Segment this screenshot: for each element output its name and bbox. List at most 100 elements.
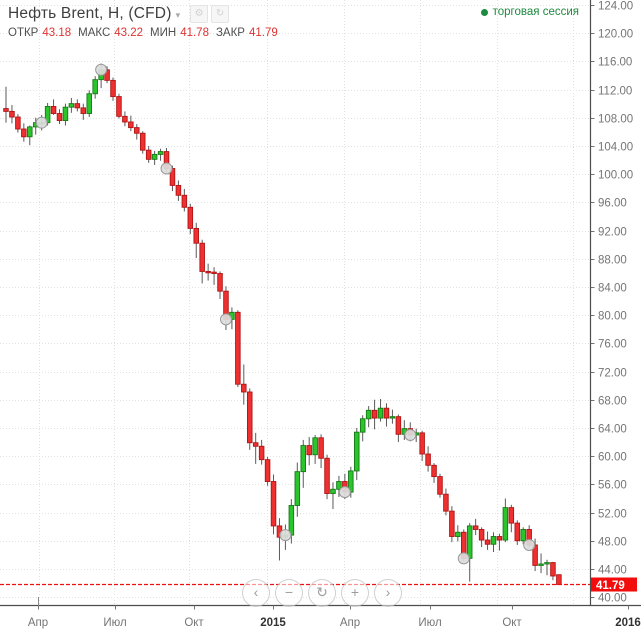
session-legend[interactable]: торговая сессия xyxy=(480,6,579,18)
candle xyxy=(371,409,378,419)
candle xyxy=(9,110,15,118)
candle xyxy=(15,116,21,130)
svg-text:48.00: 48.00 xyxy=(598,537,627,549)
candle xyxy=(538,563,544,566)
svg-text:Апр: Апр xyxy=(340,617,360,629)
candle xyxy=(395,416,402,435)
svg-text:Апр: Апр xyxy=(28,617,48,629)
candle xyxy=(151,153,158,160)
pan-left-button[interactable]: ‹ xyxy=(242,579,270,607)
candle xyxy=(490,536,497,545)
horizontal-gridlines xyxy=(0,5,590,598)
close-value: 41.79 xyxy=(248,27,278,39)
svg-text:120.00: 120.00 xyxy=(598,29,633,41)
svg-text:68.00: 68.00 xyxy=(598,396,627,408)
candle xyxy=(472,525,479,530)
svg-text:112.00: 112.00 xyxy=(598,86,632,98)
svg-text:124.00: 124.00 xyxy=(598,1,633,13)
svg-text:2015: 2015 xyxy=(260,617,286,629)
candle xyxy=(419,432,425,455)
close-label: ЗАКР xyxy=(215,27,245,39)
svg-text:76.00: 76.00 xyxy=(598,339,627,351)
candle xyxy=(241,383,247,393)
candle xyxy=(389,416,396,419)
svg-text:41.79: 41.79 xyxy=(596,580,625,592)
svg-text:80.00: 80.00 xyxy=(598,311,627,323)
candle xyxy=(145,149,152,160)
open-value: 43.18 xyxy=(42,27,72,39)
candle xyxy=(270,481,277,527)
settings-icon[interactable]: ⚙ xyxy=(190,5,209,23)
candle xyxy=(139,132,146,151)
candle xyxy=(187,206,194,229)
candle xyxy=(157,151,164,155)
candle xyxy=(21,128,27,138)
candle xyxy=(56,113,63,122)
svg-text:52.00: 52.00 xyxy=(598,509,627,521)
candle xyxy=(300,445,307,473)
candle xyxy=(455,531,461,537)
refresh-icon[interactable]: ↻ xyxy=(211,5,230,23)
svg-text:Окт: Окт xyxy=(502,617,522,629)
svg-text:60.00: 60.00 xyxy=(598,452,627,464)
candle xyxy=(86,93,92,114)
high-label: МАКС xyxy=(78,27,111,39)
candle xyxy=(199,242,205,272)
svg-text:100.00: 100.00 xyxy=(598,170,633,182)
candle xyxy=(318,437,324,459)
candle xyxy=(383,407,390,419)
candle xyxy=(520,529,526,542)
session-marker-icon xyxy=(219,313,232,326)
y-axis-labels: 40.00 44.00 48.00 52.00 56.00 60.00 64.00 68.00… xyxy=(590,1,633,605)
candle xyxy=(443,493,449,512)
symbol-title[interactable]: Нефть Brent, H, (CFD) xyxy=(8,5,172,22)
candle xyxy=(68,103,75,108)
ohlc-readout: ОТКР 43.18 МАКС 43.22 МИН 41.78 ЗАКР 41.… xyxy=(8,27,285,39)
candle xyxy=(550,562,556,577)
candle xyxy=(110,79,116,98)
chevron-down-icon[interactable]: ▾ xyxy=(175,10,181,20)
session-markers xyxy=(35,63,536,565)
candle xyxy=(258,445,265,461)
candle xyxy=(484,539,491,545)
candle xyxy=(205,270,211,274)
candle xyxy=(437,476,443,495)
zoom-in-button[interactable]: + xyxy=(341,579,369,607)
candle xyxy=(235,311,241,385)
candle xyxy=(134,127,140,134)
candle xyxy=(252,442,259,447)
svg-text:Июл: Июл xyxy=(103,617,126,629)
svg-text:56.00: 56.00 xyxy=(598,480,627,492)
candle xyxy=(365,409,372,420)
pan-right-button[interactable]: › xyxy=(374,579,402,607)
candle xyxy=(306,445,312,456)
candlesticks xyxy=(3,63,562,585)
candle xyxy=(478,529,485,541)
svg-text:2016: 2016 xyxy=(615,617,641,629)
candle xyxy=(288,505,295,536)
high-value: 43.22 xyxy=(114,27,144,39)
zoom-out-button[interactable]: − xyxy=(275,579,303,607)
candle xyxy=(116,96,122,117)
candle xyxy=(211,271,217,274)
svg-text:Июл: Июл xyxy=(418,617,441,629)
candle xyxy=(377,407,384,419)
vertical-gridlines xyxy=(39,0,574,605)
candle xyxy=(122,115,128,123)
last-price-badge: 41.79 xyxy=(591,577,637,592)
candle xyxy=(312,437,318,456)
session-marker-icon xyxy=(279,529,292,542)
candle xyxy=(264,459,271,482)
chart-nav-controls: ‹ − ↻ + › xyxy=(242,579,402,607)
session-marker-icon xyxy=(338,486,351,499)
candle xyxy=(50,106,57,114)
candle xyxy=(175,184,182,196)
reset-view-button[interactable]: ↻ xyxy=(308,579,336,607)
low-label: МИН xyxy=(150,27,177,39)
svg-text:96.00: 96.00 xyxy=(598,198,627,210)
svg-text:104.00: 104.00 xyxy=(598,142,633,154)
svg-text:72.00: 72.00 xyxy=(598,368,627,380)
svg-text:116.00: 116.00 xyxy=(598,57,632,69)
